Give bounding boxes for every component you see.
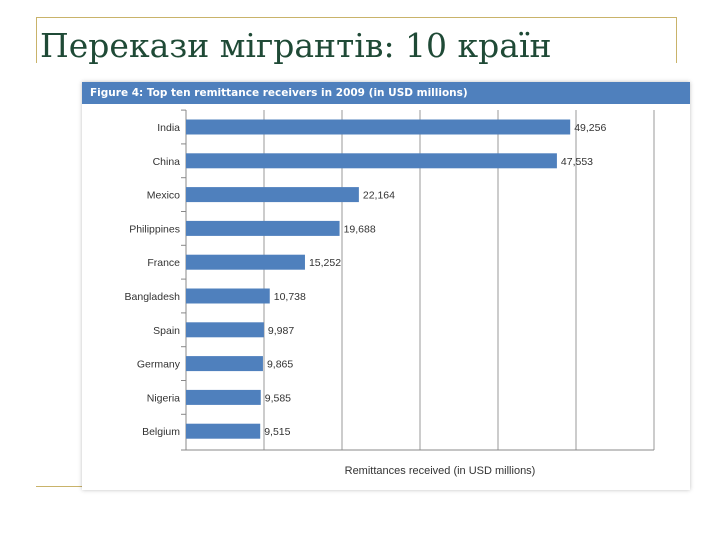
- category-label-bangladesh: Bangladesh: [125, 291, 181, 303]
- top-left-decoration-line: [36, 17, 37, 63]
- bar-nigeria: [186, 389, 261, 405]
- value-label-france: 15,252: [309, 257, 341, 269]
- bar-france: [186, 254, 305, 270]
- value-label-india: 49,256: [574, 122, 606, 134]
- value-label-bangladesh: 10,738: [274, 291, 306, 303]
- category-label-india: India: [157, 122, 180, 134]
- bar-india: [186, 119, 571, 135]
- bar-philippines: [186, 220, 340, 236]
- x-axis-label: Remittances received (in USD millions): [345, 465, 536, 477]
- category-label-nigeria: Nigeria: [147, 392, 180, 404]
- value-label-philippines: 19,688: [344, 223, 376, 235]
- value-label-germany: 9,865: [267, 359, 293, 371]
- bar-germany: [186, 356, 263, 372]
- bar-belgium: [186, 423, 261, 439]
- slide-title: Перекази мігрантів: 10 країн: [40, 26, 552, 65]
- category-label-germany: Germany: [137, 359, 181, 371]
- bar-spain: [186, 322, 264, 338]
- bar-mexico: [186, 187, 359, 203]
- category-label-mexico: Mexico: [147, 190, 180, 202]
- figure-header: Figure 4: Top ten remittance receivers i…: [82, 82, 690, 104]
- value-label-belgium: 9,515: [264, 426, 290, 438]
- chart-figure: India 49,256 China 47,553 Mexico 22,164 Philip…: [82, 82, 690, 490]
- category-label-china: China: [153, 156, 181, 168]
- bar-china: [186, 153, 557, 169]
- bar-chart: India 49,256 China 47,553 Mexico 22,164 Philip…: [125, 109, 655, 477]
- category-label-spain: Spain: [153, 325, 180, 337]
- category-label-belgium: Belgium: [142, 426, 180, 438]
- bar-bangladesh: [186, 288, 270, 304]
- value-label-mexico: 22,164: [363, 190, 395, 202]
- category-label-philippines: Philippines: [129, 223, 180, 235]
- top-decoration-line: [36, 17, 676, 18]
- value-label-china: 47,553: [561, 156, 593, 168]
- value-label-spain: 9,987: [268, 325, 294, 337]
- value-label-nigeria: 9,585: [265, 392, 291, 404]
- bottom-left-decoration-line: [36, 486, 82, 487]
- top-right-decoration-line: [676, 17, 677, 63]
- category-label-france: France: [147, 257, 180, 269]
